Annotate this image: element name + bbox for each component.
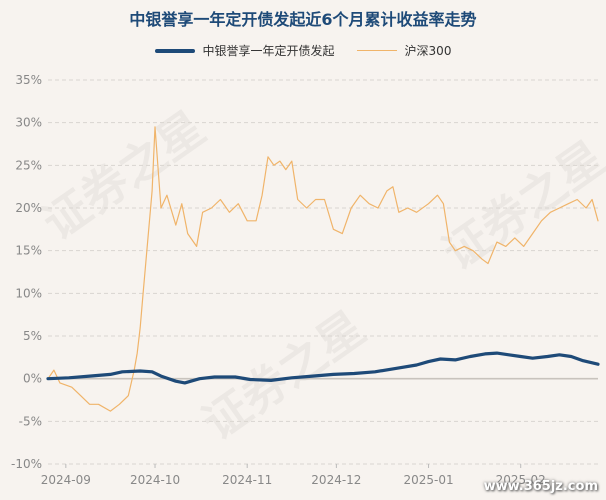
y-tick-label: 35% [15, 73, 42, 87]
y-tick-label: 15% [15, 244, 42, 258]
site-watermark: www.365jz.com [483, 479, 598, 494]
y-tick-label: 10% [15, 286, 42, 300]
y-tick-label: 30% [15, 116, 42, 130]
chart-title: 中银誉享一年定开债发起近6个月累计收益率走势 [129, 10, 477, 29]
legend-swatch-fund [154, 48, 195, 53]
y-tick-label: 20% [15, 201, 42, 215]
legend-swatch-index [356, 50, 397, 51]
y-tick-label: 0% [23, 372, 42, 386]
x-tick-label: 2025-01 [403, 473, 453, 487]
legend-item-index[interactable]: 沪深300 [356, 42, 452, 59]
x-tick-label: 2024-11 [222, 473, 272, 487]
chart-legend: 中银誉享一年定开债发起 沪深300 [0, 42, 606, 59]
legend-item-fund[interactable]: 中银誉享一年定开债发起 [154, 42, 335, 59]
x-tick-label: 2024-10 [130, 473, 180, 487]
x-tick-label: 2025-02 [496, 473, 546, 487]
y-tick-label: 5% [23, 329, 42, 343]
legend-label-index: 沪深300 [404, 44, 452, 58]
y-tick-label: -10% [11, 457, 42, 471]
y-tick-label: 25% [15, 158, 42, 172]
index-series-line [47, 126, 599, 412]
x-tick-label: 2024-09 [41, 473, 91, 487]
legend-label-fund: 中银誉享一年定开债发起 [202, 44, 335, 58]
y-tick-label: -5% [19, 414, 42, 428]
fund-series-line [46, 351, 600, 385]
x-tick-label: 2024-12 [311, 473, 361, 487]
